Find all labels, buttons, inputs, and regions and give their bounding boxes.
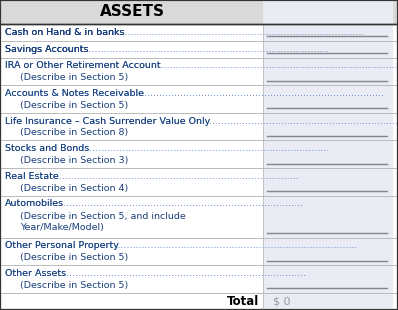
Text: Accounts & Notes Receivable: Accounts & Notes Receivable (5, 89, 144, 98)
Text: (Describe in Section 4): (Describe in Section 4) (20, 184, 128, 193)
Text: Life Insurance – Cash Surrender Value Only......................................: Life Insurance – Cash Surrender Value On… (5, 117, 398, 126)
Bar (263, 168, 391, 195)
Text: (Describe in Section 5, and include: (Describe in Section 5, and include (20, 212, 186, 221)
Text: Real Estate.....................................................................: Real Estate.............................… (5, 172, 299, 181)
Bar (263, 113, 391, 140)
Text: Savings Accounts: Savings Accounts (5, 45, 88, 54)
Text: (Omit Cents): (Omit Cents) (330, 7, 393, 17)
Text: Life Insurance – Cash Surrender Value Only: Life Insurance – Cash Surrender Value On… (5, 117, 210, 126)
Text: Total: Total (227, 295, 259, 308)
Bar (263, 0, 393, 310)
Text: (Describe in Section 5): (Describe in Section 5) (20, 253, 128, 262)
Bar (263, 238, 391, 264)
Text: Savings Accounts................................................................: Savings Accounts........................… (5, 45, 328, 54)
Text: Other Assets....................................................................: Other Assets............................… (5, 269, 306, 278)
Bar (263, 293, 391, 309)
Bar (263, 196, 391, 237)
Text: (Describe in Section 8): (Describe in Section 8) (20, 128, 128, 137)
Bar (263, 140, 391, 167)
Text: (Describe in Section 3): (Describe in Section 3) (20, 156, 129, 165)
Text: Other Personal Property.........................................................: Other Personal Property.................… (5, 241, 357, 250)
Text: Cash on Hand & in banks: Cash on Hand & in banks (5, 28, 125, 37)
Text: IRA or Other Retirement Account.................................................: IRA or Other Retirement Account.........… (5, 61, 398, 70)
Text: Accounts & Notes Receivable.....................................................: Accounts & Notes Receivable.............… (5, 89, 384, 98)
Text: Other Personal Property: Other Personal Property (5, 241, 119, 250)
Bar (263, 24, 391, 40)
Bar (263, 85, 391, 112)
Text: (Describe in Section 5): (Describe in Section 5) (20, 100, 128, 110)
Bar (0, 0, 398, 24)
Text: $ 0: $ 0 (273, 296, 291, 307)
Text: ASSETS: ASSETS (100, 5, 164, 20)
Text: Automobiles.....................................................................: Automobiles.............................… (5, 199, 304, 208)
Text: Cash on Hand & in banks.........................................................: Cash on Hand & in banks.................… (5, 28, 365, 37)
Bar (263, 265, 391, 292)
Text: Stocks and Bonds................................................................: Stocks and Bonds........................… (5, 144, 329, 153)
Text: Stocks and Bonds: Stocks and Bonds (5, 144, 89, 153)
Text: IRA or Other Retirement Account: IRA or Other Retirement Account (5, 61, 161, 70)
Text: Other Assets: Other Assets (5, 269, 66, 278)
Text: (Describe in Section 5): (Describe in Section 5) (20, 73, 128, 82)
Text: Cash on Hand & in banks: Cash on Hand & in banks (5, 28, 125, 37)
Text: Automobiles: Automobiles (5, 199, 64, 208)
Text: (Describe in Section 5): (Describe in Section 5) (20, 281, 128, 290)
Text: Year/Make/Model): Year/Make/Model) (20, 223, 104, 232)
Text: Savings Accounts: Savings Accounts (5, 45, 88, 54)
Bar (263, 58, 391, 84)
Text: Real Estate: Real Estate (5, 172, 59, 181)
Bar (263, 41, 391, 56)
